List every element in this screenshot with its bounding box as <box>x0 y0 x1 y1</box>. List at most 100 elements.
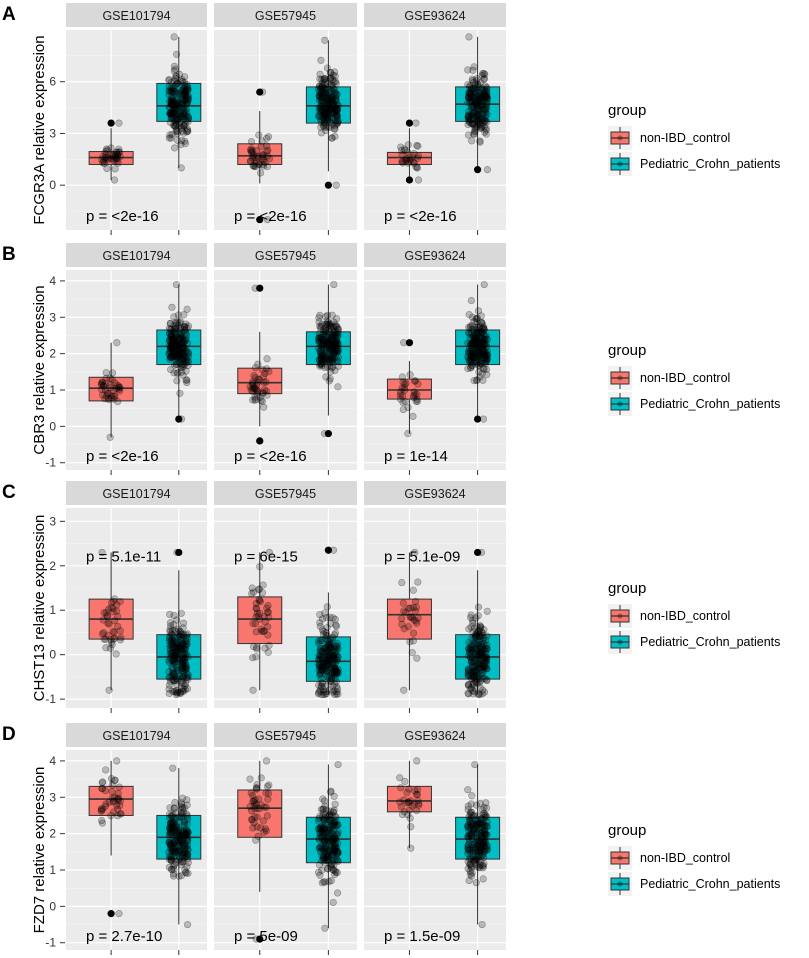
data-point <box>107 144 115 152</box>
data-point <box>464 113 472 121</box>
data-point <box>116 627 124 635</box>
data-point <box>101 155 109 163</box>
data-point <box>480 75 489 83</box>
data-point <box>176 341 184 349</box>
data-point <box>99 159 107 167</box>
data-point <box>480 86 488 94</box>
data-point <box>409 158 417 166</box>
p-value-label: p = 2.7e-10 <box>86 928 162 945</box>
data-point <box>262 387 271 395</box>
data-point <box>412 617 420 625</box>
data-point <box>481 109 490 117</box>
data-point <box>106 384 114 392</box>
data-point <box>168 114 176 122</box>
data-point <box>101 395 109 403</box>
data-point <box>169 108 177 116</box>
data-point <box>110 176 119 184</box>
data-point <box>469 110 477 118</box>
data-point <box>477 124 485 133</box>
data-point <box>172 107 180 115</box>
data-point <box>184 348 193 357</box>
data-point <box>334 760 342 769</box>
outlier-point <box>474 548 482 557</box>
data-point <box>319 90 327 98</box>
data-point <box>112 155 120 163</box>
data-point <box>182 331 191 339</box>
data-point <box>315 671 324 679</box>
data-point <box>165 134 173 142</box>
data-point <box>466 82 474 90</box>
legend-label: non-IBD_control <box>640 371 730 385</box>
legend-entry: non-IBD_control <box>608 604 730 628</box>
data-point <box>169 336 177 345</box>
data-point <box>400 145 409 153</box>
data-point <box>168 303 176 311</box>
data-point <box>115 382 123 390</box>
data-point <box>106 381 114 389</box>
data-point <box>476 120 485 128</box>
data-point <box>320 85 328 93</box>
data-point <box>316 103 325 111</box>
data-point <box>250 162 258 170</box>
data-point <box>180 109 188 118</box>
data-point <box>178 679 186 687</box>
data-point <box>170 337 178 345</box>
data-point <box>318 615 327 623</box>
facet-title: GSE101794 <box>102 249 170 263</box>
data-point <box>482 130 490 138</box>
data-point <box>326 98 334 106</box>
data-point <box>320 110 328 118</box>
data-point <box>331 800 339 808</box>
p-value-label: p = <2e-16 <box>86 448 159 465</box>
data-point <box>470 108 478 116</box>
data-point <box>253 813 261 821</box>
data-point <box>168 332 176 340</box>
data-point <box>467 296 475 305</box>
data-point <box>399 599 407 607</box>
data-point <box>166 131 174 139</box>
data-point <box>173 120 181 128</box>
data-point <box>115 910 123 918</box>
data-point <box>330 78 338 86</box>
data-point <box>178 356 186 364</box>
data-point <box>254 153 262 162</box>
data-point <box>111 617 119 625</box>
data-point <box>264 648 272 657</box>
data-point <box>483 110 491 118</box>
data-point <box>250 384 259 392</box>
data-point <box>167 856 175 864</box>
box-iqr <box>88 376 134 402</box>
data-point <box>113 381 122 389</box>
data-point <box>184 86 192 94</box>
data-point <box>319 91 327 99</box>
data-point <box>100 157 108 165</box>
y-tick-label: 1 <box>49 603 56 617</box>
data-point <box>115 148 123 156</box>
data-point <box>246 775 254 783</box>
data-point <box>315 640 323 648</box>
data-point <box>171 122 180 130</box>
data-point <box>172 110 180 118</box>
data-point <box>328 120 336 128</box>
data-point <box>183 98 191 107</box>
data-point <box>320 111 328 119</box>
data-point <box>398 150 406 159</box>
data-point <box>333 105 341 113</box>
data-point <box>474 118 482 126</box>
data-point <box>327 107 335 115</box>
data-point <box>477 93 485 102</box>
data-point <box>172 346 180 355</box>
data-point <box>171 106 179 114</box>
data-point <box>173 136 181 144</box>
data-point <box>183 826 191 834</box>
data-point <box>107 775 116 783</box>
data-point <box>469 103 477 111</box>
data-point <box>472 124 480 132</box>
data-point <box>179 344 187 352</box>
data-point <box>168 130 176 138</box>
data-point <box>170 337 178 345</box>
data-point <box>184 84 192 92</box>
data-point <box>398 373 407 381</box>
data-point <box>176 389 184 397</box>
panel-letter: C <box>2 482 16 503</box>
